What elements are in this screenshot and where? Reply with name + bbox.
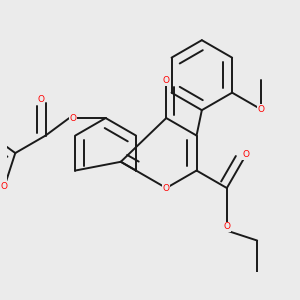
Text: O: O <box>224 222 230 231</box>
Text: O: O <box>38 95 45 104</box>
Text: O: O <box>257 105 264 114</box>
Text: O: O <box>1 182 8 191</box>
Text: O: O <box>69 114 76 123</box>
Text: O: O <box>163 184 170 193</box>
Text: O: O <box>243 150 250 159</box>
Text: O: O <box>163 76 170 85</box>
